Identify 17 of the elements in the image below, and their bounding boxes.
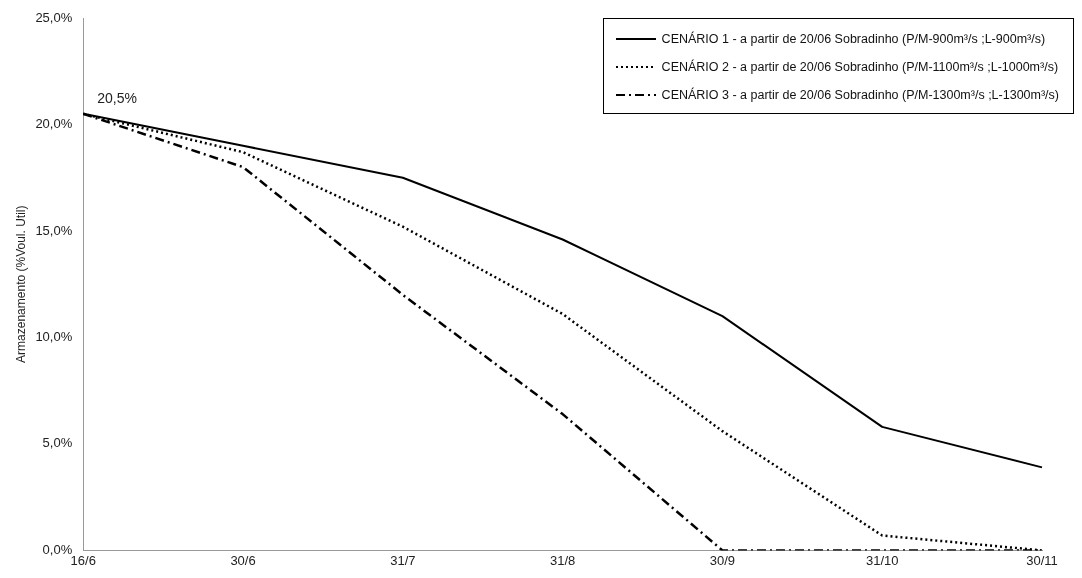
y-tick-label: 15,0%	[35, 222, 73, 238]
x-tick-label: 30/11	[1026, 552, 1058, 568]
y-tick-label: 25,0%	[35, 9, 73, 25]
y-tick-label: 10,0%	[35, 329, 73, 345]
y-tick-label: 5,0%	[42, 435, 73, 451]
legend-label: CENÁRIO 1 - a partir de 20/06 Sobradinho (P/M-900m³/s ;L-900m³/s)	[661, 32, 1046, 46]
x-tick-label: 30/6	[230, 552, 256, 568]
x-tick-label: 31/10	[865, 552, 899, 568]
annotation: 20,5%	[97, 89, 137, 106]
y-axis-title: Armazenamento (%Voul. Util)	[13, 205, 28, 363]
y-tick-label: 0,0%	[42, 541, 73, 557]
legend-label: CENÁRIO 3 - a partir de 20/06 Sobradinho (P/M-1300m³/s ;L-1300m³/s)	[661, 88, 1059, 102]
x-tick-label: 31/8	[549, 552, 576, 568]
x-tick-label: 30/9	[709, 552, 736, 568]
x-tick-label: 31/7	[390, 552, 416, 568]
y-tick-label: 20,0%	[35, 116, 73, 132]
legend-label: CENÁRIO 2 - a partir de 20/06 Sobradinho (P/M-1100m³/s ;L-1000m³/s)	[661, 60, 1059, 74]
